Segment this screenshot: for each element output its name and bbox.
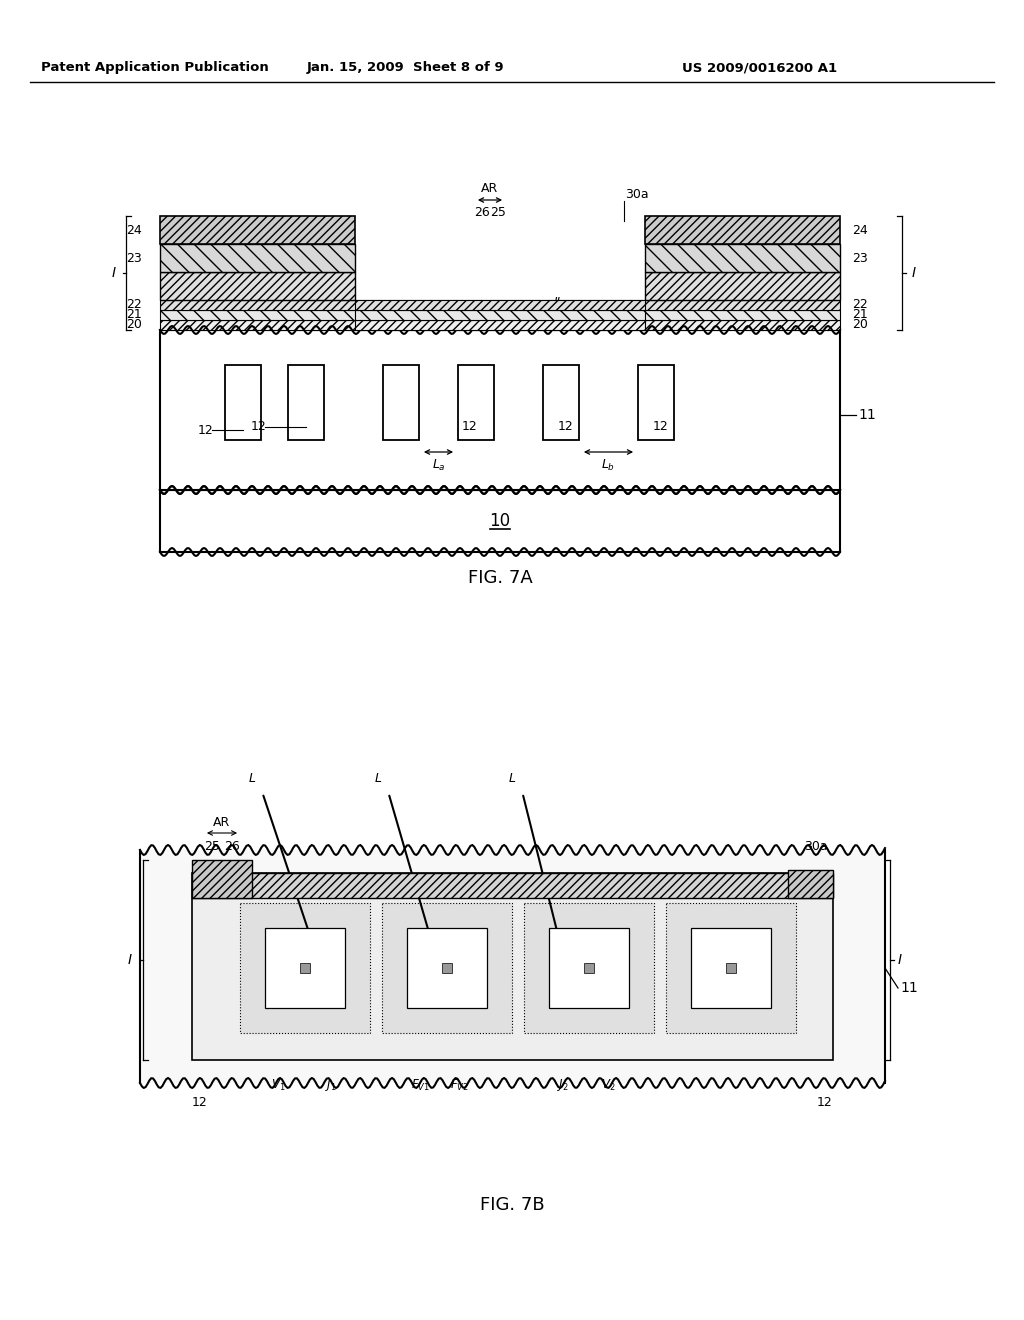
Bar — [725, 964, 735, 973]
Bar — [225, 366, 261, 440]
Text: $V_1$: $V_1$ — [271, 1077, 286, 1093]
Text: I: I — [128, 953, 132, 968]
Bar — [160, 244, 355, 272]
Text: I: I — [898, 953, 902, 968]
Text: 30a: 30a — [625, 187, 648, 201]
Bar — [160, 330, 840, 490]
Bar — [299, 964, 309, 973]
Text: 22: 22 — [126, 298, 142, 312]
Text: 30a: 30a — [804, 840, 827, 853]
Text: $L_a$: $L_a$ — [432, 458, 445, 473]
Text: 21: 21 — [852, 309, 867, 322]
Text: II: II — [554, 297, 560, 309]
Bar — [383, 366, 419, 440]
Bar — [690, 928, 770, 1008]
Bar — [288, 366, 324, 440]
Bar — [523, 903, 653, 1034]
Text: 26: 26 — [474, 206, 489, 219]
Text: 23: 23 — [126, 252, 142, 264]
Bar — [645, 244, 840, 272]
Bar — [160, 490, 840, 552]
Text: 12: 12 — [193, 1097, 208, 1110]
Bar — [549, 928, 629, 1008]
Bar — [160, 310, 840, 319]
Bar — [355, 319, 645, 330]
Text: L: L — [249, 772, 256, 785]
Text: $L_b$: $L_b$ — [601, 458, 615, 473]
Text: FIG. 7B: FIG. 7B — [480, 1196, 545, 1214]
Text: $J_1$: $J_1$ — [325, 1077, 337, 1093]
Text: 25: 25 — [204, 840, 220, 853]
Bar — [355, 300, 645, 310]
Text: $J_2$: $J_2$ — [557, 1077, 568, 1093]
Bar — [160, 272, 355, 300]
Text: 24: 24 — [852, 223, 867, 236]
Text: FIG. 7A: FIG. 7A — [468, 569, 532, 587]
Text: 12: 12 — [198, 424, 213, 437]
Text: L: L — [375, 772, 382, 785]
Text: AR: AR — [213, 817, 230, 829]
Text: 12: 12 — [653, 421, 669, 433]
Bar — [140, 850, 885, 1082]
Text: Jan. 15, 2009  Sheet 8 of 9: Jan. 15, 2009 Sheet 8 of 9 — [306, 62, 504, 74]
Bar — [584, 964, 594, 973]
Bar — [788, 870, 833, 898]
Bar — [543, 366, 579, 440]
Text: 21: 21 — [126, 309, 142, 322]
Text: 24: 24 — [126, 223, 142, 236]
Text: 12: 12 — [462, 421, 478, 433]
Text: 10: 10 — [489, 512, 511, 531]
Text: $F_{V2}$: $F_{V2}$ — [451, 1077, 469, 1093]
Text: 25: 25 — [490, 206, 506, 219]
Bar — [407, 928, 486, 1008]
Bar — [160, 300, 840, 310]
Text: 20: 20 — [852, 318, 868, 331]
Text: 22: 22 — [852, 298, 867, 312]
Text: 26: 26 — [224, 840, 240, 853]
Text: 20: 20 — [126, 318, 142, 331]
Text: 23: 23 — [852, 252, 867, 264]
Text: $F_{V1}$: $F_{V1}$ — [411, 1077, 430, 1093]
Text: US 2009/0016200 A1: US 2009/0016200 A1 — [682, 62, 838, 74]
Bar — [645, 216, 840, 244]
Text: 12: 12 — [558, 421, 573, 433]
Text: 12: 12 — [817, 1097, 833, 1110]
Bar — [193, 873, 833, 1060]
Bar — [355, 310, 645, 319]
Bar — [645, 272, 840, 300]
Bar — [193, 873, 833, 898]
Text: I: I — [112, 267, 116, 280]
Text: AR: AR — [481, 181, 499, 194]
Text: I: I — [912, 267, 916, 280]
Bar — [160, 216, 355, 244]
Bar — [458, 366, 494, 440]
Text: L: L — [509, 772, 516, 785]
Bar — [382, 903, 512, 1034]
Bar — [666, 903, 796, 1034]
Bar — [638, 366, 674, 440]
Bar — [160, 319, 840, 330]
Text: 11: 11 — [900, 981, 918, 995]
Text: 11: 11 — [858, 408, 876, 422]
Bar — [193, 861, 252, 898]
Text: Patent Application Publication: Patent Application Publication — [41, 62, 269, 74]
Text: $V_2$: $V_2$ — [601, 1077, 615, 1093]
Bar — [240, 903, 370, 1034]
Bar — [264, 928, 344, 1008]
Text: 12: 12 — [250, 421, 266, 433]
Bar — [441, 964, 452, 973]
